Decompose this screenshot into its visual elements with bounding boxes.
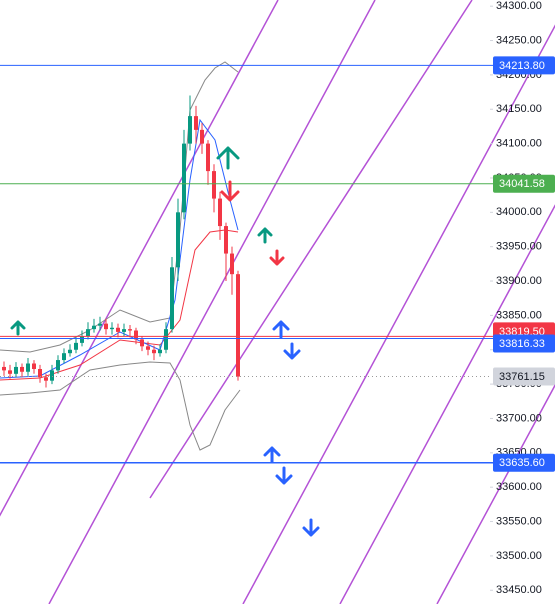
candle-body [68,349,72,354]
arrow-down [269,249,285,266]
candle-body [176,212,180,268]
y-tick-label: 33500.00 [496,550,542,562]
arrow-down [275,466,293,485]
candle-body [116,327,120,332]
candle-body [50,370,54,381]
price-badge-label: 33761.15 [499,371,545,383]
price-badge [493,174,555,193]
candle-body [212,171,216,199]
candle-body [230,253,234,275]
candle-body [98,323,102,326]
y-tick-label: 33600.00 [496,481,542,493]
y-tick-label: 34250.00 [496,34,542,46]
candle-body [8,370,12,374]
y-tick-label: 33900.00 [496,275,542,287]
candle-body [20,366,24,372]
price-badge-label: 33816.33 [499,338,545,350]
y-tick-label: 33950.00 [496,241,542,253]
y-tick-label: 33550.00 [496,515,542,527]
price-badge [493,56,555,75]
candle-body [134,330,138,340]
y-tick-label: 33850.00 [496,309,542,321]
candle-body [182,143,186,213]
channel-line [149,0,473,499]
candle-body [128,329,132,331]
arrow-up [272,320,290,339]
candle-body [92,325,96,330]
arrow-down [220,180,240,202]
y-tick-label: 33450.00 [496,584,542,596]
price-badge [493,367,555,386]
candle-body [44,377,48,381]
candle-body [32,363,36,369]
band-lower [0,361,241,451]
candle-body [236,274,240,377]
price-badge [493,453,555,472]
candle-body [14,366,18,374]
price-badge [493,334,555,353]
channel-line [0,0,279,517]
candle-body [56,360,60,371]
y-tick-label: 34000.00 [496,206,542,218]
band-upper [0,61,239,353]
price-badge-label: 33635.60 [499,457,545,469]
candle-body [152,349,156,354]
ma-red [0,229,239,381]
candle-body [104,323,108,330]
y-tick-label: 34100.00 [496,138,542,150]
candle-body [200,129,204,144]
ma-blue [0,118,239,379]
candle-body [140,339,144,347]
y-tick-label: 34150.00 [496,103,542,115]
candle-body [122,329,126,332]
arrow-down [283,342,301,360]
candle-body [2,366,6,371]
candle-body [158,349,162,354]
channel-line [339,204,555,604]
y-tick-label: 33700.00 [496,412,542,424]
candle-body [224,226,228,254]
candle-body [62,353,66,361]
candle-body [218,198,222,227]
candle-body [146,346,150,350]
arrow-up [216,146,240,170]
channel-line [242,24,555,604]
arrow-up [257,227,273,244]
plot [0,64,493,464]
price-badge-label: 34213.80 [499,60,545,72]
candle-body [110,327,114,330]
price-axis: 34300.0034250.0034200.0034150.0034100.00… [490,0,555,596]
price-badge-label: 34041.58 [499,178,545,190]
arrow-down [302,518,320,537]
arrow-up [10,320,26,336]
candle-body [74,342,78,350]
candle-body [164,329,168,350]
candle-body [38,368,42,378]
candle-body [206,143,210,172]
arrow-up [263,446,281,464]
channel-line [436,383,555,604]
channel-line [48,0,376,604]
indicator-bands [0,61,241,451]
candle-body [26,363,30,372]
candle-body [80,336,84,343]
candle-body [170,267,174,330]
candle-body [194,116,198,130]
y-tick-label: 34300.00 [496,0,542,12]
signal-arrows [10,146,320,537]
candle-body [188,116,192,144]
candle-body [86,329,90,337]
